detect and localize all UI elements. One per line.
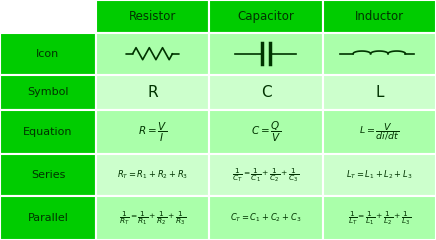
Bar xyxy=(323,154,436,196)
Bar xyxy=(209,154,323,196)
Text: $L = \dfrac{V}{di/dt}$: $L = \dfrac{V}{di/dt}$ xyxy=(359,121,400,143)
Bar xyxy=(323,196,436,240)
Text: Icon: Icon xyxy=(36,49,60,59)
Bar xyxy=(0,33,96,75)
Text: Capacitor: Capacitor xyxy=(238,10,294,23)
Text: Symbol: Symbol xyxy=(27,87,69,97)
Text: L: L xyxy=(375,85,384,100)
Text: Inductor: Inductor xyxy=(355,10,404,23)
Text: Equation: Equation xyxy=(23,127,73,137)
Bar xyxy=(0,110,96,154)
Text: $R = \dfrac{V}{I}$: $R = \dfrac{V}{I}$ xyxy=(138,120,167,144)
Bar xyxy=(323,110,436,154)
Bar xyxy=(0,0,96,33)
Bar xyxy=(209,110,323,154)
Text: $\dfrac{1}{R_T} = \dfrac{1}{R_1} + \dfrac{1}{R_2} + \dfrac{1}{R_3}$: $\dfrac{1}{R_T} = \dfrac{1}{R_1} + \dfra… xyxy=(119,209,186,227)
Bar xyxy=(96,154,209,196)
Bar xyxy=(96,196,209,240)
Text: $L_T = L_1 + L_2 + L_3$: $L_T = L_1 + L_2 + L_3$ xyxy=(346,169,412,181)
Text: Series: Series xyxy=(31,170,65,180)
Bar xyxy=(0,196,96,240)
Bar xyxy=(323,0,436,33)
Bar xyxy=(323,75,436,110)
Bar xyxy=(0,154,96,196)
Text: R: R xyxy=(147,85,158,100)
Bar xyxy=(96,33,209,75)
Bar xyxy=(209,0,323,33)
Text: $\dfrac{1}{C_T} = \dfrac{1}{C_1} + \dfrac{1}{C_2} + \dfrac{1}{C_3}$: $\dfrac{1}{C_T} = \dfrac{1}{C_1} + \dfra… xyxy=(232,166,300,184)
Bar xyxy=(323,33,436,75)
Text: $C = \dfrac{Q}{V}$: $C = \dfrac{Q}{V}$ xyxy=(251,120,281,144)
Bar xyxy=(0,75,96,110)
Text: Parallel: Parallel xyxy=(27,213,68,223)
Text: C: C xyxy=(261,85,271,100)
Text: $\dfrac{1}{L_T} = \dfrac{1}{L_1} + \dfrac{1}{L_2} + \dfrac{1}{L_3}$: $\dfrac{1}{L_T} = \dfrac{1}{L_1} + \dfra… xyxy=(348,209,411,227)
Text: Resistor: Resistor xyxy=(129,10,176,23)
Bar xyxy=(96,110,209,154)
Bar xyxy=(209,33,323,75)
Bar xyxy=(96,0,209,33)
Text: $C_T = C_1 + C_2 + C_3$: $C_T = C_1 + C_2 + C_3$ xyxy=(230,212,302,224)
Bar xyxy=(96,75,209,110)
Text: $R_T = R_1 + R_2 + R_3$: $R_T = R_1 + R_2 + R_3$ xyxy=(117,169,188,181)
Bar xyxy=(209,75,323,110)
Bar xyxy=(209,196,323,240)
